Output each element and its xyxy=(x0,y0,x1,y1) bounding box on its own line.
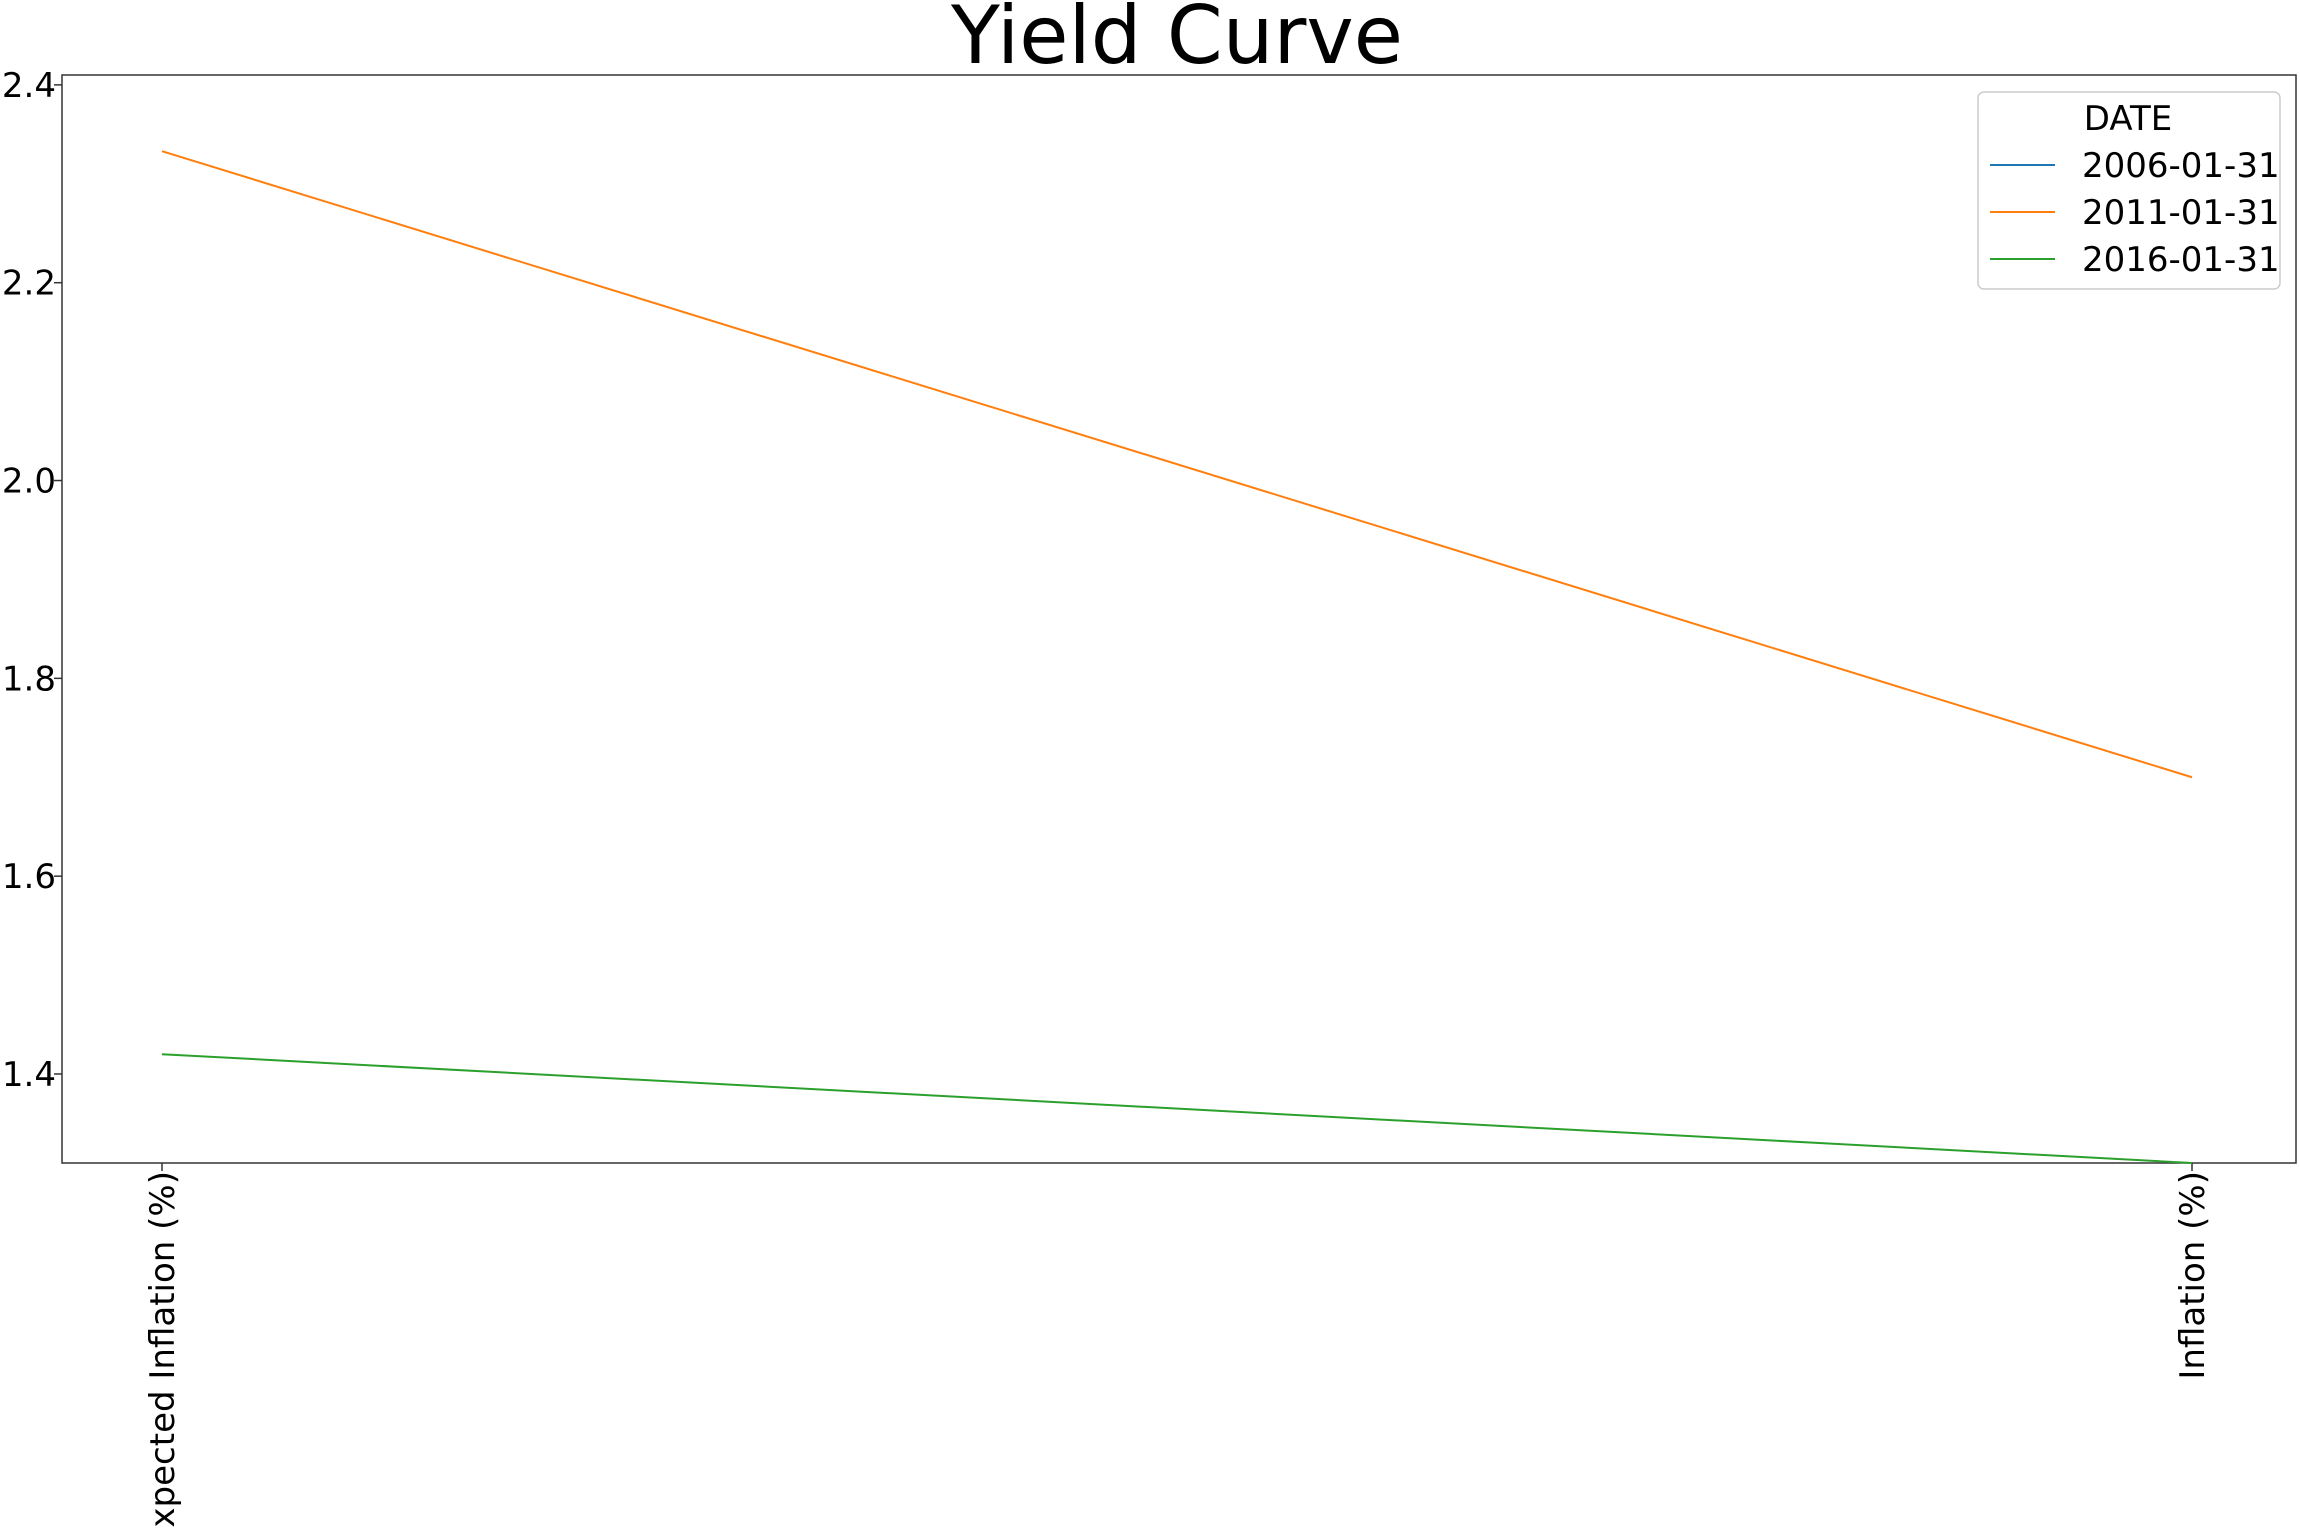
legend-label: 2006-01-31 xyxy=(2082,146,2280,186)
y-tick-label: 2.0 xyxy=(2,462,56,502)
legend-items: 2006-01-31 2011-01-31 2016-01-31 xyxy=(1990,146,2280,280)
y-tick-label: 2.2 xyxy=(2,264,56,304)
y-tick-label: 2.4 xyxy=(2,66,56,106)
x-tick-label: Inflation (%) xyxy=(2173,1171,2213,1380)
y-tick-label: 1.4 xyxy=(2,1055,56,1095)
x-tick-label: Expected Inflation (%) xyxy=(143,1171,183,1529)
legend-box xyxy=(1977,91,2281,290)
legend-title: DATE xyxy=(2084,99,2172,139)
series-lines xyxy=(161,150,2193,1164)
y-tick-label: 1.8 xyxy=(2,659,56,699)
x-axis: Expected Inflation (%) Inflation (%) xyxy=(143,1163,2213,1529)
plot-area xyxy=(61,74,2297,1164)
y-axis: 1.4 1.6 1.8 2.0 2.2 2.4 xyxy=(2,66,62,1095)
series-line-2011-01-31 xyxy=(161,150,2193,779)
chart-title: Yield Curve xyxy=(950,0,1403,82)
y-tick-label: 1.6 xyxy=(2,857,56,897)
legend-label: 2011-01-31 xyxy=(2082,193,2280,233)
series-line-2016-01-31 xyxy=(161,1053,2193,1164)
legend: DATE 2006-01-31 2011-01-31 2016-01-31 xyxy=(1977,91,2281,290)
legend-label: 2016-01-31 xyxy=(2082,240,2280,280)
